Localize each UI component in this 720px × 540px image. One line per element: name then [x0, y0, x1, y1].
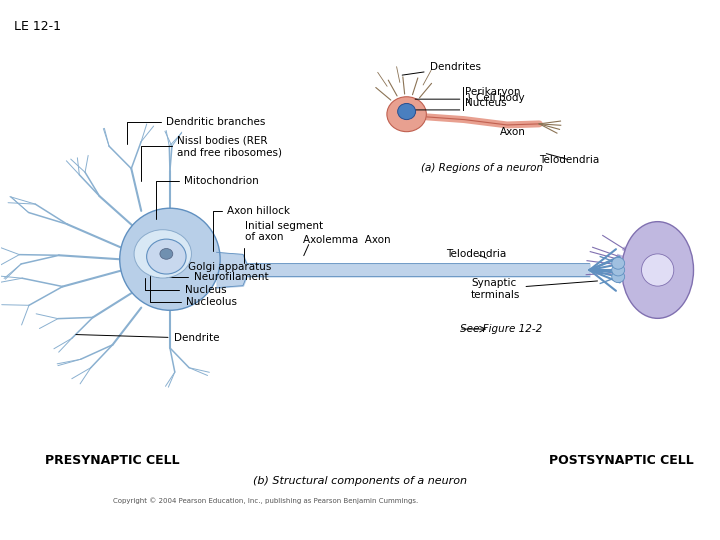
- Ellipse shape: [160, 248, 173, 259]
- Text: See Figure 12-2: See Figure 12-2: [460, 324, 543, 334]
- Text: Mitochondrion: Mitochondrion: [156, 177, 259, 219]
- Text: Nucleus: Nucleus: [145, 278, 227, 295]
- Text: (b) Structural components of a neuron: (b) Structural components of a neuron: [253, 476, 467, 485]
- Text: } Cell body: } Cell body: [466, 93, 525, 103]
- Text: (a) Regions of a neuron: (a) Regions of a neuron: [421, 163, 543, 173]
- Text: Axolemma  Axon: Axolemma Axon: [302, 235, 390, 245]
- Ellipse shape: [642, 254, 674, 286]
- Ellipse shape: [147, 239, 186, 274]
- Text: Telodendria: Telodendria: [539, 153, 600, 165]
- Text: Axon hillock: Axon hillock: [213, 206, 290, 251]
- Ellipse shape: [612, 271, 625, 282]
- Text: Dendrites: Dendrites: [402, 63, 480, 75]
- Text: Telodendria: Telodendria: [446, 249, 506, 259]
- Text: Nissl bodies (RER
and free ribosomes): Nissl bodies (RER and free ribosomes): [141, 136, 282, 181]
- Ellipse shape: [397, 104, 415, 119]
- Text: Dendritic branches: Dendritic branches: [127, 117, 266, 144]
- Text: Synaptic
terminals: Synaptic terminals: [471, 278, 598, 300]
- Ellipse shape: [612, 264, 625, 276]
- Text: Neurofilament: Neurofilament: [156, 266, 269, 282]
- Text: Nucleus: Nucleus: [465, 98, 507, 109]
- Text: Initial segment
of axon: Initial segment of axon: [244, 220, 323, 264]
- Ellipse shape: [387, 97, 426, 132]
- Text: Copyright © 2004 Pearson Education, Inc., publishing as Pearson Benjamin Cumming: Copyright © 2004 Pearson Education, Inc.…: [112, 498, 418, 504]
- Ellipse shape: [134, 230, 192, 278]
- Text: POSTSYNAPTIC CELL: POSTSYNAPTIC CELL: [549, 454, 694, 467]
- Text: Axon: Axon: [500, 127, 526, 138]
- Text: Golgi apparatus: Golgi apparatus: [148, 256, 271, 272]
- Ellipse shape: [120, 208, 220, 310]
- Text: Perikaryon: Perikaryon: [465, 86, 521, 97]
- Ellipse shape: [622, 221, 693, 319]
- Text: Nucleolus: Nucleolus: [150, 262, 238, 307]
- Text: PRESYNAPTIC CELL: PRESYNAPTIC CELL: [45, 454, 180, 467]
- Ellipse shape: [612, 258, 625, 269]
- Text: Dendrite: Dendrite: [76, 333, 219, 343]
- Text: LE 12-1: LE 12-1: [14, 20, 61, 33]
